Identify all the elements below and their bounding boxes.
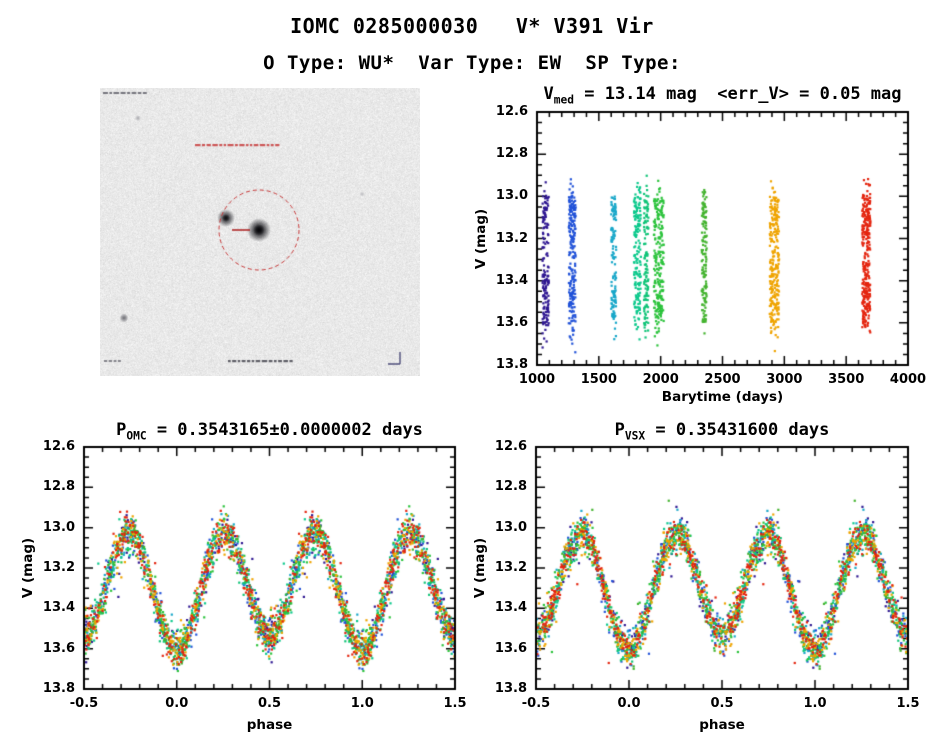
- phase-fold-vsx-ytick-label: 12.8: [494, 479, 527, 495]
- phase-fold-vsx-xtick-label: 1.0: [803, 696, 827, 711]
- phase-fold-omc-ytick-label: 13.0: [42, 519, 75, 535]
- phase-fold-omc-title: POMC = 0.3543165±0.0000002 days: [64, 420, 475, 442]
- phase-fold-omc-ytick-label: 12.8: [42, 479, 75, 495]
- v-vs-barytime-xtick-label: 3000: [766, 372, 803, 387]
- v-vs-barytime-xtick-label: 2500: [704, 372, 741, 387]
- v-vs-barytime-title-text: = 13.14 mag <err_V> = 0.05 mag: [574, 84, 902, 104]
- phase-fold-omc-title-subscript: OMC: [126, 429, 147, 443]
- phase-fold-omc-y-axis-label: V (mag): [20, 537, 36, 599]
- phase-fold-vsx-xtick-label: 1.5: [896, 696, 920, 711]
- v-vs-barytime-ytick-label: 12.6: [495, 104, 528, 119]
- phase-fold-omc-xtick-label: 1.0: [350, 696, 374, 711]
- v-vs-barytime-ytick-label: 13.8: [495, 357, 528, 372]
- v-vs-barytime-ytick-label: 13.2: [495, 230, 528, 246]
- phase-fold-vsx-plot-canvas: [534, 445, 910, 691]
- v-vs-barytime-ytick-label: 13.0: [495, 188, 528, 204]
- phase-fold-vsx-y-axis-label: V (mag): [472, 537, 488, 599]
- v-vs-barytime-title: Vmed = 13.14 mag <err_V> = 0.05 mag: [497, 84, 944, 106]
- phase-fold-vsx-x-axis-label: phase: [699, 717, 745, 733]
- phase-fold-omc-ytick-label: 13.4: [42, 600, 75, 616]
- phase-fold-omc-plot-canvas: [82, 445, 457, 691]
- v-vs-barytime-ytick-label: 13.6: [495, 314, 528, 330]
- phase-fold-omc-title-text: P: [116, 420, 127, 440]
- v-vs-barytime-ytick-label: 12.8: [495, 146, 528, 162]
- v-vs-barytime-xtick-label: 4000: [889, 372, 927, 387]
- phase-fold-omc-xtick-label: 1.5: [443, 696, 467, 711]
- phase-fold-vsx-ytick-label: 12.6: [494, 439, 527, 454]
- v-vs-barytime-xtick-label: 3500: [828, 372, 865, 387]
- phase-fold-omc-title-text: = 0.3543165±0.0000002 days: [146, 420, 423, 440]
- v-vs-barytime-title-subscript: med: [553, 93, 574, 107]
- v-vs-barytime-x-axis-label: Barytime (days): [661, 389, 784, 405]
- phase-fold-vsx-title-text: P: [614, 420, 625, 440]
- phase-fold-vsx-title-subscript: VSX: [624, 429, 646, 443]
- phase-fold-omc-ytick-label: 13.6: [42, 640, 75, 656]
- page-subtitle: O Type: WU* Var Type: EW SP Type:: [263, 52, 681, 74]
- phase-fold-omc-xtick-label: 0.5: [257, 696, 282, 711]
- phase-fold-vsx-ytick-label: 13.2: [494, 560, 527, 575]
- phase-fold-omc-xtick-label: 0.0: [165, 696, 189, 711]
- phase-fold-vsx-xtick-label: -0.5: [521, 696, 551, 711]
- v-vs-barytime-plot-canvas: [535, 110, 910, 367]
- v-vs-barytime-xtick-label: 2000: [642, 372, 679, 387]
- v-vs-barytime-xtick-label: 1000: [518, 372, 556, 387]
- phase-fold-vsx-title: PVSX = 0.35431600 days: [516, 420, 928, 442]
- phase-fold-omc-ytick-label: 13.2: [42, 560, 75, 575]
- phase-fold-vsx-ytick-label: 13.8: [494, 681, 527, 696]
- phase-fold-omc-xtick-label: -0.5: [69, 696, 99, 711]
- phase-fold-vsx-xtick-label: 0.0: [617, 696, 641, 711]
- finding-chart-image: [100, 88, 420, 376]
- phase-fold-vsx-ytick-label: 13.4: [494, 600, 527, 616]
- phase-fold-omc-x-axis-label: phase: [246, 717, 293, 733]
- phase-fold-vsx-ytick-label: 13.0: [494, 519, 527, 535]
- phase-fold-omc-ytick-label: 12.6: [42, 439, 75, 454]
- page-title: IOMC 0285000030 V* V391 Vir: [290, 14, 654, 38]
- v-vs-barytime-ytick-label: 13.4: [495, 272, 528, 288]
- phase-fold-vsx-xtick-label: 0.5: [710, 696, 734, 711]
- v-vs-barytime-y-axis-label: V (mag): [473, 208, 489, 269]
- v-vs-barytime-xtick-label: 1500: [580, 372, 617, 387]
- phase-fold-omc-ytick-label: 13.8: [42, 681, 75, 696]
- phase-fold-vsx-ytick-label: 13.6: [494, 640, 527, 656]
- v-vs-barytime-title-text: V: [543, 84, 554, 104]
- phase-fold-vsx-title-text: = 0.35431600 days: [645, 420, 830, 440]
